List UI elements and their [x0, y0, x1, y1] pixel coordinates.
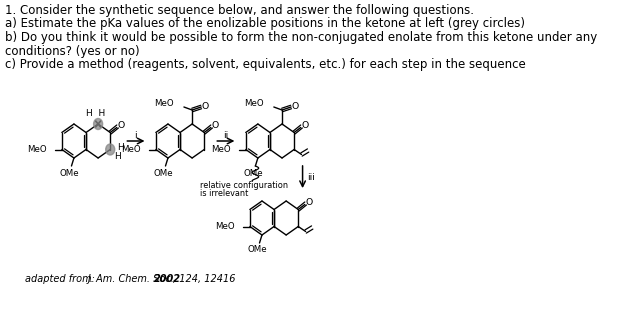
Text: MeO: MeO	[212, 145, 231, 154]
Text: 2002: 2002	[153, 274, 181, 284]
Text: OMe: OMe	[243, 169, 263, 177]
Text: OMe: OMe	[247, 245, 267, 255]
Text: J. Am. Chem. Soc.: J. Am. Chem. Soc.	[88, 274, 175, 284]
Text: , 124, 12416: , 124, 12416	[173, 274, 235, 284]
Text: 1. Consider the synthetic sequence below, and answer the following questions.: 1. Consider the synthetic sequence below…	[5, 4, 474, 17]
Text: iii: iii	[307, 172, 314, 182]
Text: ii: ii	[223, 130, 228, 140]
Text: O: O	[212, 121, 218, 130]
Text: O: O	[292, 102, 299, 111]
Text: is irrelevant: is irrelevant	[200, 189, 249, 199]
Text: MeO: MeO	[121, 145, 141, 154]
Text: OMe: OMe	[153, 169, 173, 177]
Circle shape	[106, 144, 115, 155]
Text: c) Provide a method (reagents, solvent, equivalents, etc.) for each step in the : c) Provide a method (reagents, solvent, …	[5, 58, 526, 71]
Text: MeO: MeO	[244, 99, 264, 109]
Text: a) Estimate the pKa values of the enolizable positions in the ketone at left (gr: a) Estimate the pKa values of the enoliz…	[5, 18, 525, 31]
Text: H  H: H H	[86, 109, 105, 117]
Text: O: O	[301, 121, 309, 130]
Text: MeO: MeO	[215, 222, 235, 231]
Text: MeO: MeO	[28, 144, 47, 154]
Text: MeO: MeO	[155, 99, 174, 109]
Text: O: O	[202, 102, 209, 111]
Text: H: H	[118, 143, 125, 152]
Text: b) Do you think it would be possible to form the non-conjugated enolate from thi: b) Do you think it would be possible to …	[5, 31, 597, 44]
Text: O: O	[117, 121, 125, 130]
Text: O: O	[305, 198, 312, 207]
Text: adapted from:: adapted from:	[24, 274, 98, 284]
Text: H: H	[115, 152, 121, 161]
Circle shape	[94, 118, 103, 129]
Text: conditions? (yes or no): conditions? (yes or no)	[5, 45, 140, 57]
Text: relative configuration: relative configuration	[200, 182, 289, 190]
Text: i: i	[135, 130, 137, 140]
Text: OMe: OMe	[59, 169, 79, 177]
